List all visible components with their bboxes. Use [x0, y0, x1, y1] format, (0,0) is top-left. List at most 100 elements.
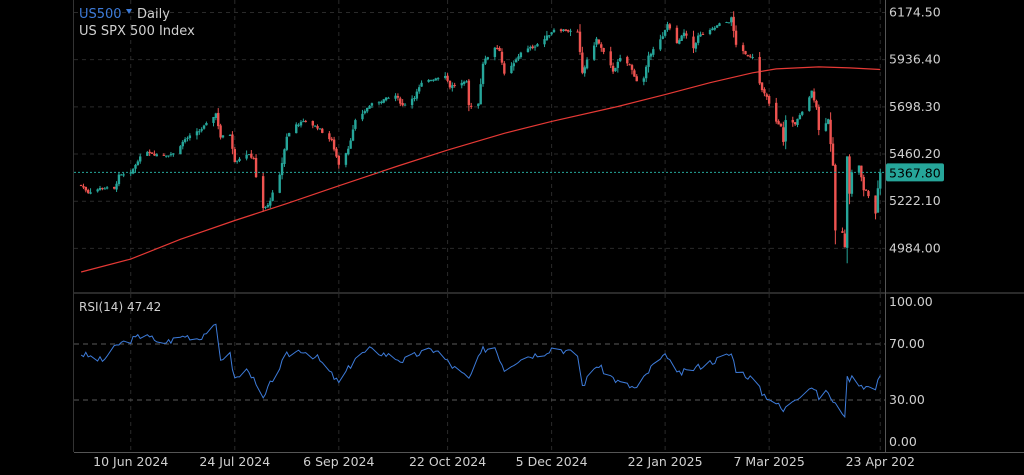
candle-body — [214, 113, 218, 118]
candle-body — [879, 172, 882, 189]
candle-body — [876, 188, 880, 213]
candle-body — [602, 48, 605, 52]
candle-body — [798, 115, 802, 120]
candle-body — [644, 66, 648, 79]
candle-body — [311, 121, 315, 126]
candle-body — [810, 90, 813, 98]
candle-body — [812, 91, 816, 101]
candle-body — [302, 121, 305, 123]
symbol-label[interactable]: US500 — [79, 7, 122, 22]
candle-body — [500, 51, 504, 63]
candle-body — [134, 164, 137, 169]
candle-body — [834, 164, 837, 231]
time-tick-label: 7 Mar 2025 — [733, 454, 804, 469]
candle-body — [247, 154, 251, 156]
candle-body — [715, 25, 719, 28]
candle-body — [845, 156, 849, 248]
candle-body — [633, 70, 636, 77]
candle-body — [235, 160, 239, 162]
candle-body — [477, 103, 480, 106]
price-tick-label: 5222.10 — [889, 193, 941, 208]
candle-body — [481, 63, 485, 84]
candle-body — [337, 155, 341, 165]
candle-body — [162, 154, 166, 156]
candle-body — [526, 48, 530, 53]
candle-body — [335, 148, 338, 157]
candle-body — [628, 64, 631, 66]
candle-body — [401, 103, 404, 106]
candle-body — [592, 45, 596, 60]
candle-body — [725, 21, 728, 23]
candle-body — [217, 112, 220, 127]
timeframe-label[interactable]: Daily — [137, 7, 170, 22]
candle-body — [626, 57, 629, 64]
candle-body — [777, 121, 780, 125]
candle-body — [843, 233, 847, 248]
candle-body — [713, 27, 716, 30]
candle-body — [642, 78, 646, 82]
candle-body — [734, 30, 738, 45]
candle-body — [595, 38, 598, 45]
candle-body — [661, 36, 664, 39]
candle-body — [857, 165, 861, 173]
triangle-down-icon[interactable] — [126, 9, 132, 14]
candle-body — [493, 47, 497, 57]
price-tick-label: 5460.20 — [889, 146, 941, 161]
candle-body — [380, 101, 383, 104]
candle-body — [283, 149, 286, 164]
candle-body — [394, 95, 397, 99]
candle-body — [368, 105, 371, 109]
candle-body — [533, 46, 537, 48]
candle-body — [365, 107, 369, 112]
candle-body — [585, 59, 589, 69]
candle-body — [611, 65, 615, 72]
moving-average — [80, 66, 881, 273]
candle-body — [186, 137, 189, 139]
candle-body — [545, 35, 549, 41]
time-tick-label: 22 Oct 2024 — [409, 454, 486, 469]
candle-body — [496, 47, 499, 49]
candle-body — [415, 91, 419, 99]
candle-body — [117, 174, 121, 185]
candle-body — [453, 84, 456, 86]
candle-body — [708, 30, 712, 34]
candle-body — [347, 148, 350, 155]
candle-body — [741, 45, 745, 52]
ma-line — [80, 66, 881, 273]
candle-body — [150, 152, 154, 154]
candle-body — [221, 135, 225, 138]
candle-body — [791, 119, 794, 123]
candle-body — [387, 97, 390, 99]
candle-body — [413, 97, 416, 100]
candle-body — [399, 98, 402, 104]
candle-body — [434, 78, 437, 81]
candle-body — [550, 32, 553, 35]
candle-body — [484, 58, 487, 64]
candle-body — [462, 81, 466, 84]
candle-body — [685, 33, 688, 36]
candle-body — [746, 55, 750, 57]
candle-body — [96, 189, 99, 192]
candle-body — [84, 186, 88, 191]
candle-body — [403, 104, 407, 106]
candle-body — [749, 55, 752, 57]
candle-body — [732, 16, 735, 31]
candle-body — [874, 195, 877, 214]
candle-body — [867, 191, 870, 197]
candle-body — [659, 39, 662, 50]
candle-body — [730, 17, 733, 23]
candle-body — [581, 52, 584, 73]
candle-body — [205, 122, 208, 126]
candle-body — [763, 89, 766, 94]
candle-body — [219, 125, 222, 138]
candle-body — [313, 125, 317, 127]
candle-body — [751, 57, 754, 59]
candle-body — [285, 136, 288, 150]
candle-body — [793, 122, 797, 125]
candle-body — [410, 98, 414, 106]
time-tick-label: 23 Apr 202 — [846, 454, 915, 469]
